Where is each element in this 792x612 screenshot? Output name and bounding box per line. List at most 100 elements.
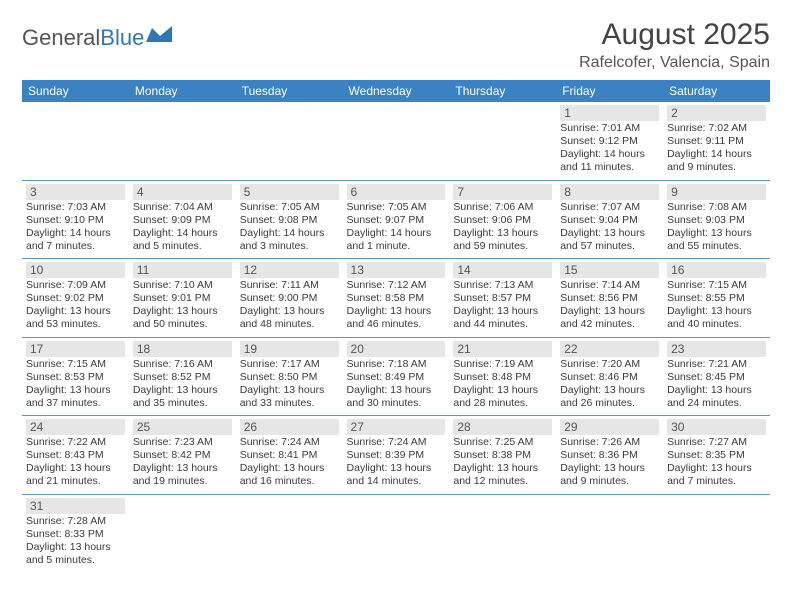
day-details bbox=[240, 514, 339, 515]
daylight-text: Daylight: 13 hours and 24 minutes. bbox=[667, 384, 766, 410]
daylight-text: Daylight: 14 hours and 5 minutes. bbox=[133, 227, 232, 253]
day-number: 6 bbox=[347, 184, 446, 200]
daylight-text: Daylight: 13 hours and 46 minutes. bbox=[347, 305, 446, 331]
calendar-cell: 18Sunrise: 7:16 AMSunset: 8:52 PMDayligh… bbox=[129, 337, 236, 416]
daylight-text: Daylight: 13 hours and 37 minutes. bbox=[26, 384, 125, 410]
day-number: 2 bbox=[667, 105, 766, 121]
day-number: 29 bbox=[560, 419, 659, 435]
sunrise-text: Sunrise: 7:09 AM bbox=[26, 279, 125, 292]
weekday-header: Tuesday bbox=[236, 80, 343, 102]
calendar-cell bbox=[556, 494, 663, 572]
sunset-text: Sunset: 8:50 PM bbox=[240, 371, 339, 384]
day-details: Sunrise: 7:14 AMSunset: 8:56 PMDaylight:… bbox=[560, 278, 659, 332]
calendar-cell: 8Sunrise: 7:07 AMSunset: 9:04 PMDaylight… bbox=[556, 180, 663, 259]
sunset-text: Sunset: 8:39 PM bbox=[347, 449, 446, 462]
day-number: 16 bbox=[667, 262, 766, 278]
day-details: Sunrise: 7:27 AMSunset: 8:35 PMDaylight:… bbox=[667, 435, 766, 489]
day-number: 9 bbox=[667, 184, 766, 200]
day-number: 27 bbox=[347, 419, 446, 435]
weekday-header: Monday bbox=[129, 80, 236, 102]
calendar-cell bbox=[22, 102, 129, 180]
sunrise-text: Sunrise: 7:08 AM bbox=[667, 201, 766, 214]
calendar-cell bbox=[129, 102, 236, 180]
day-details: Sunrise: 7:15 AMSunset: 8:55 PMDaylight:… bbox=[667, 278, 766, 332]
day-details: Sunrise: 7:19 AMSunset: 8:48 PMDaylight:… bbox=[453, 357, 552, 411]
daylight-text: Daylight: 13 hours and 33 minutes. bbox=[240, 384, 339, 410]
day-details: Sunrise: 7:15 AMSunset: 8:53 PMDaylight:… bbox=[26, 357, 125, 411]
sunset-text: Sunset: 8:36 PM bbox=[560, 449, 659, 462]
calendar-cell: 10Sunrise: 7:09 AMSunset: 9:02 PMDayligh… bbox=[22, 259, 129, 338]
daylight-text: Daylight: 14 hours and 9 minutes. bbox=[667, 148, 766, 174]
sunrise-text: Sunrise: 7:27 AM bbox=[667, 436, 766, 449]
daylight-text: Daylight: 13 hours and 55 minutes. bbox=[667, 227, 766, 253]
sunrise-text: Sunrise: 7:18 AM bbox=[347, 358, 446, 371]
day-details: Sunrise: 7:09 AMSunset: 9:02 PMDaylight:… bbox=[26, 278, 125, 332]
daylight-text: Daylight: 13 hours and 50 minutes. bbox=[133, 305, 232, 331]
day-details: Sunrise: 7:18 AMSunset: 8:49 PMDaylight:… bbox=[347, 357, 446, 411]
day-details: Sunrise: 7:05 AMSunset: 9:08 PMDaylight:… bbox=[240, 200, 339, 254]
sunset-text: Sunset: 8:56 PM bbox=[560, 292, 659, 305]
sunset-text: Sunset: 8:42 PM bbox=[133, 449, 232, 462]
day-details bbox=[240, 121, 339, 122]
calendar-cell: 27Sunrise: 7:24 AMSunset: 8:39 PMDayligh… bbox=[343, 416, 450, 495]
calendar-table: Sunday Monday Tuesday Wednesday Thursday… bbox=[22, 80, 770, 572]
daylight-text: Daylight: 13 hours and 59 minutes. bbox=[453, 227, 552, 253]
daylight-text: Daylight: 13 hours and 44 minutes. bbox=[453, 305, 552, 331]
daylight-text: Daylight: 13 hours and 9 minutes. bbox=[560, 462, 659, 488]
sunrise-text: Sunrise: 7:16 AM bbox=[133, 358, 232, 371]
sunrise-text: Sunrise: 7:03 AM bbox=[26, 201, 125, 214]
day-details: Sunrise: 7:02 AMSunset: 9:11 PMDaylight:… bbox=[667, 121, 766, 175]
calendar-cell bbox=[449, 494, 556, 572]
day-number: 11 bbox=[133, 262, 232, 278]
sunset-text: Sunset: 8:53 PM bbox=[26, 371, 125, 384]
sunrise-text: Sunrise: 7:14 AM bbox=[560, 279, 659, 292]
day-details bbox=[26, 121, 125, 122]
calendar-cell: 7Sunrise: 7:06 AMSunset: 9:06 PMDaylight… bbox=[449, 180, 556, 259]
day-details: Sunrise: 7:11 AMSunset: 9:00 PMDaylight:… bbox=[240, 278, 339, 332]
day-details bbox=[133, 514, 232, 515]
sunrise-text: Sunrise: 7:05 AM bbox=[240, 201, 339, 214]
sunrise-text: Sunrise: 7:01 AM bbox=[560, 122, 659, 135]
daylight-text: Daylight: 13 hours and 30 minutes. bbox=[347, 384, 446, 410]
day-number: 10 bbox=[26, 262, 125, 278]
day-details: Sunrise: 7:03 AMSunset: 9:10 PMDaylight:… bbox=[26, 200, 125, 254]
day-number: 22 bbox=[560, 341, 659, 357]
calendar-row: 24Sunrise: 7:22 AMSunset: 8:43 PMDayligh… bbox=[22, 416, 770, 495]
sunrise-text: Sunrise: 7:23 AM bbox=[133, 436, 232, 449]
calendar-cell bbox=[343, 494, 450, 572]
day-details: Sunrise: 7:10 AMSunset: 9:01 PMDaylight:… bbox=[133, 278, 232, 332]
sunset-text: Sunset: 9:02 PM bbox=[26, 292, 125, 305]
daylight-text: Daylight: 14 hours and 1 minute. bbox=[347, 227, 446, 253]
calendar-cell: 25Sunrise: 7:23 AMSunset: 8:42 PMDayligh… bbox=[129, 416, 236, 495]
month-title: August 2025 bbox=[579, 18, 770, 52]
calendar-cell: 3Sunrise: 7:03 AMSunset: 9:10 PMDaylight… bbox=[22, 180, 129, 259]
sunrise-text: Sunrise: 7:15 AM bbox=[26, 358, 125, 371]
sunrise-text: Sunrise: 7:04 AM bbox=[133, 201, 232, 214]
calendar-cell bbox=[343, 102, 450, 180]
sunrise-text: Sunrise: 7:19 AM bbox=[453, 358, 552, 371]
calendar-cell: 26Sunrise: 7:24 AMSunset: 8:41 PMDayligh… bbox=[236, 416, 343, 495]
day-details: Sunrise: 7:28 AMSunset: 8:33 PMDaylight:… bbox=[26, 514, 125, 568]
daylight-text: Daylight: 13 hours and 35 minutes. bbox=[133, 384, 232, 410]
day-number: 23 bbox=[667, 341, 766, 357]
day-number: 8 bbox=[560, 184, 659, 200]
day-details: Sunrise: 7:16 AMSunset: 8:52 PMDaylight:… bbox=[133, 357, 232, 411]
weekday-header: Thursday bbox=[449, 80, 556, 102]
sunset-text: Sunset: 8:52 PM bbox=[133, 371, 232, 384]
calendar-cell: 12Sunrise: 7:11 AMSunset: 9:00 PMDayligh… bbox=[236, 259, 343, 338]
sunrise-text: Sunrise: 7:06 AM bbox=[453, 201, 552, 214]
day-number: 26 bbox=[240, 419, 339, 435]
day-details: Sunrise: 7:22 AMSunset: 8:43 PMDaylight:… bbox=[26, 435, 125, 489]
calendar-cell: 2Sunrise: 7:02 AMSunset: 9:11 PMDaylight… bbox=[663, 102, 770, 180]
day-details: Sunrise: 7:04 AMSunset: 9:09 PMDaylight:… bbox=[133, 200, 232, 254]
sunrise-text: Sunrise: 7:11 AM bbox=[240, 279, 339, 292]
sunset-text: Sunset: 8:55 PM bbox=[667, 292, 766, 305]
daylight-text: Daylight: 13 hours and 42 minutes. bbox=[560, 305, 659, 331]
calendar-cell: 5Sunrise: 7:05 AMSunset: 9:08 PMDaylight… bbox=[236, 180, 343, 259]
day-details: Sunrise: 7:20 AMSunset: 8:46 PMDaylight:… bbox=[560, 357, 659, 411]
calendar-cell: 9Sunrise: 7:08 AMSunset: 9:03 PMDaylight… bbox=[663, 180, 770, 259]
sunset-text: Sunset: 8:58 PM bbox=[347, 292, 446, 305]
calendar-row: 1Sunrise: 7:01 AMSunset: 9:12 PMDaylight… bbox=[22, 102, 770, 180]
day-details: Sunrise: 7:17 AMSunset: 8:50 PMDaylight:… bbox=[240, 357, 339, 411]
sunrise-text: Sunrise: 7:05 AM bbox=[347, 201, 446, 214]
